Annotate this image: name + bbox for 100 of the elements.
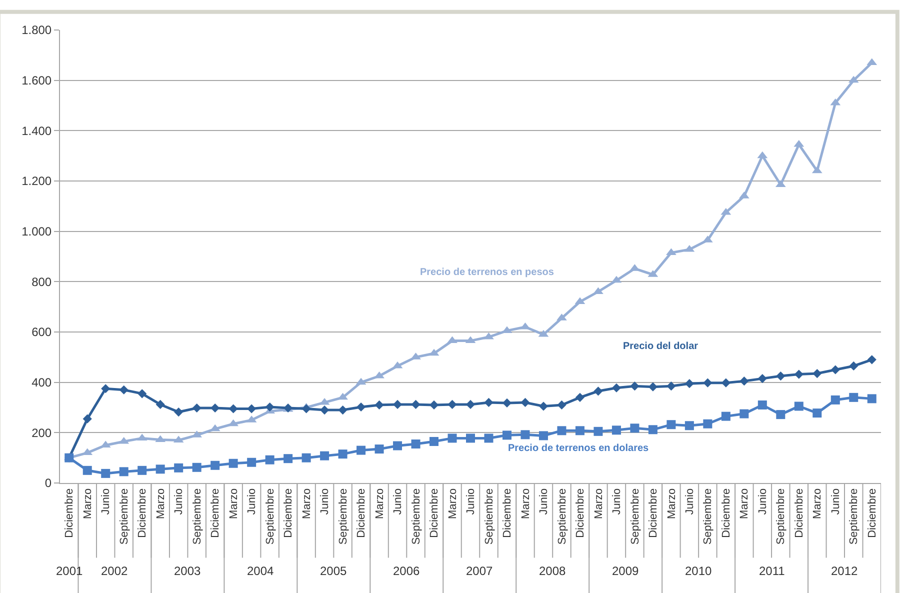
point <box>174 463 184 472</box>
point <box>740 409 749 418</box>
point <box>502 430 512 440</box>
x-tick-label: Septiembre <box>483 488 496 545</box>
point <box>502 398 512 408</box>
x-tick-label: Marzo <box>154 488 167 519</box>
x-tick-label: Septiembre <box>337 488 350 545</box>
point <box>265 455 274 464</box>
point <box>356 446 366 455</box>
point <box>338 405 348 415</box>
point <box>284 454 293 464</box>
point <box>82 466 92 475</box>
x-tick-label: Marzo <box>82 488 94 519</box>
point <box>830 395 840 404</box>
point <box>210 460 220 470</box>
x-tick-label: Diciembre <box>866 488 878 538</box>
point <box>119 385 128 394</box>
point <box>138 466 147 475</box>
point <box>374 400 384 410</box>
point <box>612 383 622 392</box>
point <box>630 424 640 433</box>
x-tick-label: Septiembre <box>264 488 276 545</box>
point <box>302 453 311 462</box>
point <box>703 378 712 388</box>
point <box>156 400 165 410</box>
point <box>867 394 876 404</box>
x-tick-label: Diciembre <box>793 488 806 538</box>
point <box>265 402 274 412</box>
x-tick-label: Marzo <box>592 488 605 519</box>
point <box>538 431 548 440</box>
point <box>392 400 402 410</box>
point <box>557 426 566 436</box>
x-tick-label: Junio <box>465 488 478 515</box>
x-tick-label: Diciembre <box>64 488 76 538</box>
point <box>228 458 238 468</box>
point <box>794 402 804 411</box>
point <box>192 403 202 413</box>
point <box>356 402 366 412</box>
x-tick-label: Marzo <box>666 488 678 519</box>
x-tick-label: Septiembre <box>629 488 642 545</box>
point <box>594 386 603 396</box>
text: 2002 <box>101 564 128 578</box>
y-tick-label: 600 <box>32 325 52 340</box>
point <box>429 400 439 410</box>
y-tick-label: 1.800 <box>22 23 52 38</box>
x-tick-label: Marzo <box>520 488 532 519</box>
text: 2006 <box>393 564 420 578</box>
text: 2010 <box>685 564 712 578</box>
x-tick-label: Diciembre <box>502 488 514 538</box>
point <box>794 370 804 379</box>
point <box>82 414 92 424</box>
point <box>320 405 330 415</box>
x-tick-label: Marzo <box>300 488 313 519</box>
point <box>448 434 457 443</box>
point <box>830 365 840 374</box>
point <box>101 468 110 478</box>
point <box>447 336 458 344</box>
point <box>338 392 348 400</box>
point <box>666 382 676 391</box>
text: 2005 <box>320 564 348 578</box>
text: 2009 <box>612 564 640 578</box>
y-tick-label: 1.600 <box>22 74 52 88</box>
point <box>648 382 658 392</box>
x-tick-label: Marzo <box>738 488 751 519</box>
point <box>849 392 858 402</box>
point <box>758 374 767 384</box>
point <box>448 400 457 410</box>
point <box>302 404 311 414</box>
point <box>867 355 876 364</box>
x-tick-label: Diciembre <box>356 488 368 538</box>
x-tick-label: Junio <box>246 488 258 515</box>
point <box>812 368 822 378</box>
point <box>776 371 786 381</box>
point <box>721 378 730 388</box>
text: 2003 <box>174 564 202 578</box>
point <box>575 426 584 436</box>
x-tick-label: Junio <box>538 488 550 515</box>
point <box>174 407 184 417</box>
point <box>758 400 767 410</box>
point <box>721 412 730 421</box>
point <box>703 419 712 428</box>
point <box>538 402 548 411</box>
point <box>520 322 530 330</box>
point <box>411 400 420 410</box>
x-tick-label: Diciembre <box>428 488 441 538</box>
x-tick-label: Diciembre <box>136 488 149 538</box>
y-tick-label: 800 <box>32 274 52 289</box>
text: 2007 <box>466 564 494 578</box>
point <box>557 400 566 410</box>
text: 2004 <box>247 564 274 578</box>
point <box>849 361 858 371</box>
point <box>192 462 202 472</box>
x-tick-label: Septiembre <box>118 488 130 545</box>
y-tick-label: 1.200 <box>22 174 52 188</box>
text: 2001 <box>56 564 84 578</box>
point <box>776 410 786 420</box>
point <box>612 426 621 435</box>
point <box>684 379 694 388</box>
point <box>484 434 494 443</box>
point <box>684 421 694 430</box>
